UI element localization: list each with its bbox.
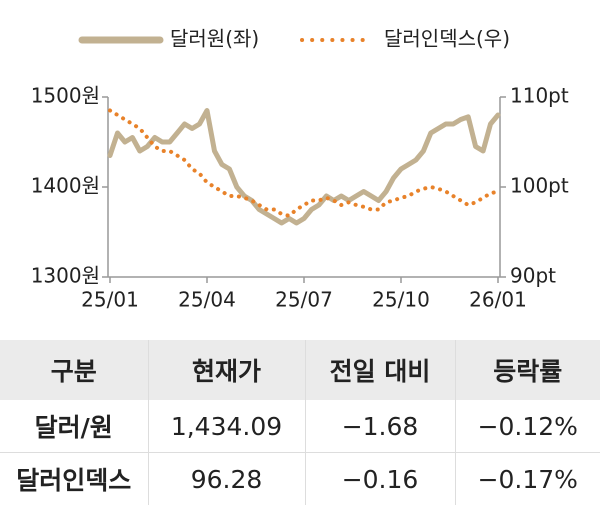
cell: 96.28 <box>148 453 305 505</box>
legend-label: 달러인덱스(우) <box>384 27 510 51</box>
row: 달러/원 1,434.09 −1.68 −0.12% <box>0 400 600 453</box>
x-tick-label: 25/04 <box>178 288 236 312</box>
y-tick-label: 1400원 <box>31 174 100 198</box>
header-cell: 구분 <box>0 340 148 400</box>
series-line <box>110 111 498 224</box>
header-row: 구분 현재가 전일 대비 등락률 <box>0 340 600 400</box>
header-cell: 등락률 <box>455 340 600 400</box>
cell: −0.12% <box>455 400 600 453</box>
chart: 1300원 1400원 1500원 90pt 100pt 110pt 25/01 25/04 2… <box>0 0 600 340</box>
legend-label: 달러원(좌) <box>170 27 259 51</box>
y2-tick-label: 100pt <box>510 174 569 198</box>
cell: 달러인덱스 <box>0 453 148 505</box>
header-cell: 전일 대비 <box>305 340 455 400</box>
y2-tick-label: 110pt <box>510 84 569 108</box>
x-tick-label: 26/01 <box>469 288 527 312</box>
cell: 1,434.09 <box>148 400 305 453</box>
row: 달러인덱스 96.28 −0.16 −0.17% <box>0 453 600 505</box>
quote-table: 구분 현재가 전일 대비 등락률 달러/원 1,434.09 −1.68 −0.… <box>0 340 600 505</box>
cell: 달러/원 <box>0 400 148 453</box>
cell: −0.16 <box>305 453 455 505</box>
y2-tick-label: 90pt <box>510 264 556 288</box>
y-tick-label: 1300원 <box>31 264 100 288</box>
x-tick-label: 25/10 <box>372 288 430 312</box>
cell: −1.68 <box>305 400 455 453</box>
x-tick-label: 25/07 <box>275 288 333 312</box>
x-tick-label: 25/01 <box>81 288 139 312</box>
cell: −0.17% <box>455 453 600 505</box>
y-tick-label: 1500원 <box>31 84 100 108</box>
header-cell: 현재가 <box>148 340 305 400</box>
